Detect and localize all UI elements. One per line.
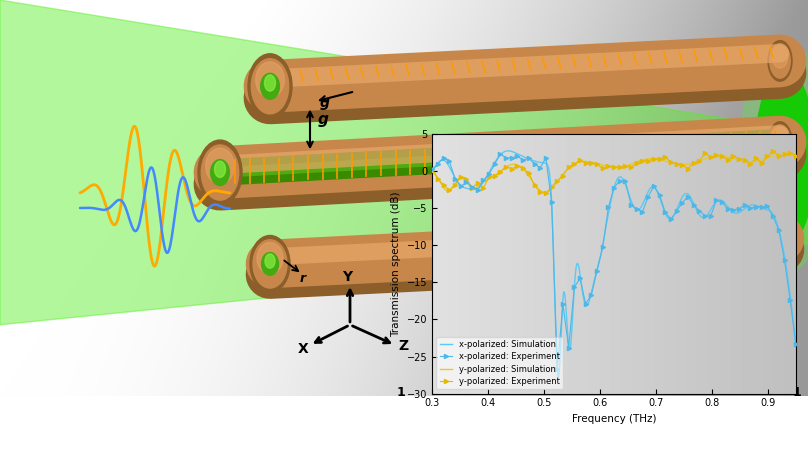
Ellipse shape [257,243,283,274]
Text: Y: Y [342,270,352,284]
Ellipse shape [206,148,234,184]
Ellipse shape [214,161,225,177]
y-polarized: Experiment: (0.584, 1.14): Experiment: (0.584, 1.14) [587,160,596,166]
Ellipse shape [198,140,242,205]
x-polarized: Simulation: (0.596, -12.8): Simulation: (0.596, -12.8) [593,263,603,269]
y-polarized: Simulation: (0.595, 1.03): Simulation: (0.595, 1.03) [592,161,602,167]
x-polarized: Experiment: (0.503, 1.81): Experiment: (0.503, 1.81) [541,155,551,161]
Y-axis label: Transmission spectrum (dB): Transmission spectrum (dB) [391,191,402,337]
Ellipse shape [211,160,229,186]
y-polarized: Simulation: (0.684, 1.66): Simulation: (0.684, 1.66) [642,156,652,162]
y-polarized: Experiment: (0.909, 2.77): Experiment: (0.909, 2.77) [768,148,778,153]
x-polarized: Experiment: (0.595, -13.4): Experiment: (0.595, -13.4) [592,268,602,273]
x-polarized: Simulation: (0.436, 2.76): Simulation: (0.436, 2.76) [503,148,513,153]
y-polarized: Experiment: (0.645, 0.644): Experiment: (0.645, 0.644) [621,164,630,169]
x-polarized: Experiment: (0.95, -23.3): Experiment: (0.95, -23.3) [791,342,801,347]
y-polarized: Experiment: (0.3, 0.307): Experiment: (0.3, 0.307) [427,166,437,172]
Ellipse shape [772,127,788,149]
y-polarized: Experiment: (0.503, -2.98): Experiment: (0.503, -2.98) [541,191,551,196]
Text: g: g [320,96,330,110]
Legend: x-polarized: Simulation, x-polarized: Experiment, y-polarized: Simulation, y-pol: x-polarized: Simulation, x-polarized: Ex… [436,337,563,389]
x-polarized: Experiment: (0.462, 1.47): Experiment: (0.462, 1.47) [519,157,528,163]
Ellipse shape [755,69,808,246]
Ellipse shape [772,46,788,68]
y-polarized: Simulation: (0.415, -0.433): Simulation: (0.415, -0.433) [492,172,502,177]
x-polarized: Experiment: (0.3, 0.248): Experiment: (0.3, 0.248) [427,167,437,172]
Text: g: g [318,112,329,127]
y-polarized: Simulation: (0.79, 1.77): Simulation: (0.79, 1.77) [702,156,712,161]
Ellipse shape [265,254,275,268]
Ellipse shape [772,223,789,254]
x-polarized: Simulation: (0.736, -5.32): Simulation: (0.736, -5.32) [671,208,681,213]
Ellipse shape [261,73,280,99]
Ellipse shape [262,253,279,275]
x-polarized: Simulation: (0.526, -27.8): Simulation: (0.526, -27.8) [553,374,563,380]
Ellipse shape [773,225,786,245]
Text: r: r [300,272,306,285]
Ellipse shape [264,75,276,91]
y-polarized: Simulation: (0.3, -0.0996): Simulation: (0.3, -0.0996) [427,169,437,175]
Polygon shape [0,0,808,325]
Ellipse shape [770,220,790,257]
x-polarized: Simulation: (0.95, -23.7): Simulation: (0.95, -23.7) [791,344,801,350]
y-polarized: Simulation: (0.735, 0.983): Simulation: (0.735, 0.983) [671,161,680,167]
x-polarized: Experiment: (0.523, -26.6): Experiment: (0.523, -26.6) [553,366,562,371]
Ellipse shape [250,236,290,292]
y-polarized: Simulation: (0.933, 2.44): Simulation: (0.933, 2.44) [781,151,791,156]
Text: 1: 1 [397,386,405,399]
y-polarized: Experiment: (0.869, 0.978): Experiment: (0.869, 0.978) [746,161,755,167]
Ellipse shape [251,59,288,114]
x-polarized: Experiment: (0.422, 2.35): Experiment: (0.422, 2.35) [495,151,505,157]
Text: Z: Z [398,339,408,353]
Line: x-polarized: Simulation: x-polarized: Simulation [432,151,796,377]
Line: y-polarized: Simulation: y-polarized: Simulation [432,153,796,192]
Ellipse shape [248,54,292,119]
y-polarized: Simulation: (0.501, -2.84): Simulation: (0.501, -2.84) [540,190,549,195]
y-polarized: Experiment: (0.95, 2.1): Experiment: (0.95, 2.1) [791,153,801,158]
y-polarized: Simulation: (0.467, -0.115): Simulation: (0.467, -0.115) [521,169,531,175]
Ellipse shape [770,125,790,159]
y-polarized: Simulation: (0.95, 2.25): Simulation: (0.95, 2.25) [791,152,801,157]
Ellipse shape [255,62,284,98]
y-polarized: Experiment: (0.93, 2.27): Experiment: (0.93, 2.27) [780,152,789,157]
x-polarized: Experiment: (0.655, -4.58): Experiment: (0.655, -4.58) [626,202,636,208]
Ellipse shape [768,40,792,81]
Ellipse shape [740,40,808,274]
x-polarized: Simulation: (0.415, 1.59): Simulation: (0.415, 1.59) [492,157,502,162]
y-polarized: Experiment: (0.493, -2.84): Experiment: (0.493, -2.84) [536,190,545,195]
Line: y-polarized: Experiment: y-polarized: Experiment [430,149,798,195]
x-polarized: Simulation: (0.685, -2.86): Simulation: (0.685, -2.86) [643,190,653,195]
Ellipse shape [201,145,238,200]
Text: X: X [298,342,309,356]
Ellipse shape [768,122,792,162]
x-polarized: Experiment: (0.93, -12): Experiment: (0.93, -12) [780,258,789,263]
Ellipse shape [253,240,287,288]
X-axis label: Frequency (THz): Frequency (THz) [572,414,656,424]
Text: 1: 1 [793,386,801,399]
x-polarized: Simulation: (0.3, -0.000589): Simulation: (0.3, -0.000589) [427,168,437,174]
y-polarized: Experiment: (0.452, 0.762): Experiment: (0.452, 0.762) [512,163,522,168]
x-polarized: Experiment: (0.879, -4.76): Experiment: (0.879, -4.76) [751,204,761,209]
Ellipse shape [770,44,790,78]
x-polarized: Simulation: (0.468, 1.8): Simulation: (0.468, 1.8) [521,155,531,161]
x-polarized: Simulation: (0.792, -5.88): Simulation: (0.792, -5.88) [702,212,712,217]
Line: x-polarized: Experiment: x-polarized: Experiment [430,152,798,371]
